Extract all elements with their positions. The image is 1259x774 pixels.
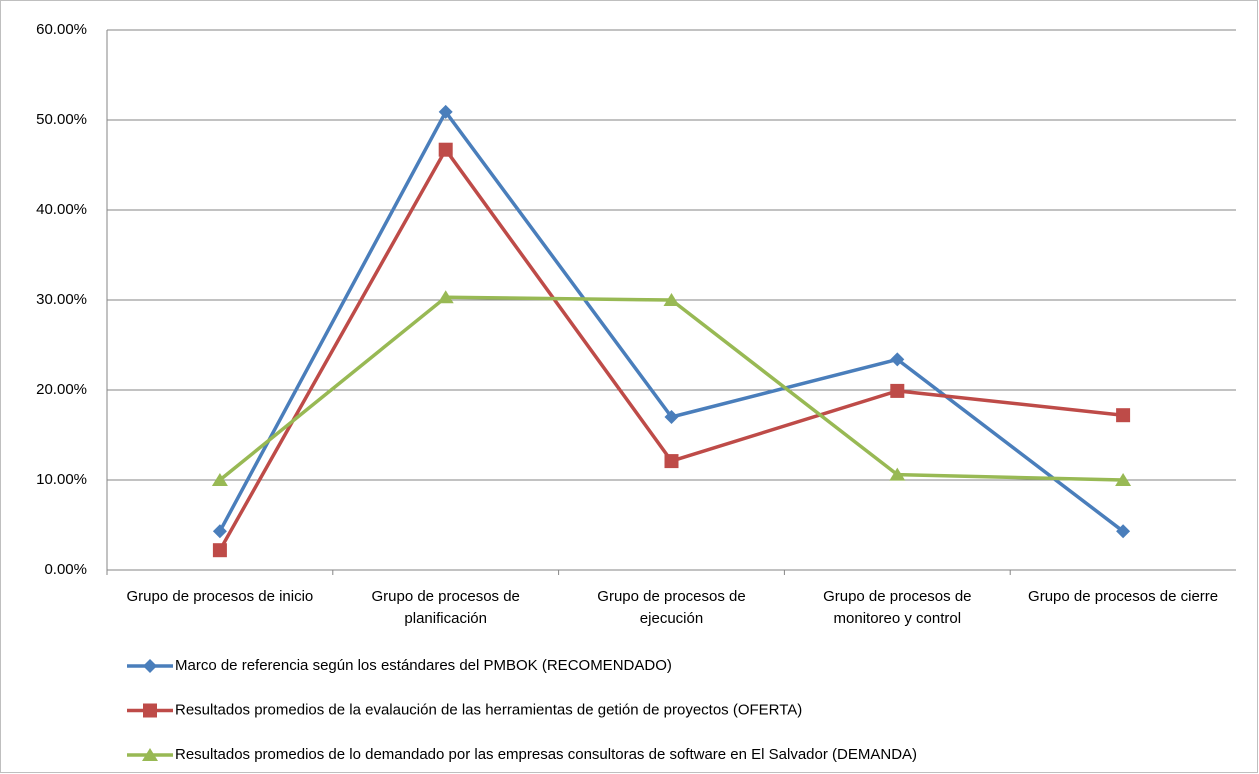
- data-point: [1116, 408, 1131, 423]
- y-tick-label: 0.00%: [44, 561, 87, 578]
- y-tick-label: 20.00%: [36, 381, 87, 398]
- legend-label: Marco de referencia según los estándares…: [175, 657, 672, 674]
- data-point: [664, 454, 679, 469]
- x-tick-label: Grupo de procesos de cierre: [1028, 588, 1219, 605]
- data-point: [663, 293, 680, 306]
- y-tick-label: 50.00%: [36, 111, 87, 128]
- y-tick-label: 30.00%: [36, 291, 87, 308]
- legend-marker: [143, 703, 157, 718]
- data-point: [212, 524, 227, 539]
- data-point: [889, 467, 906, 481]
- data-point: [212, 543, 227, 558]
- legend-marker: [143, 659, 157, 673]
- x-tick-label: Grupo de procesos de monitoreo y control: [823, 588, 972, 627]
- y-tick-label: 60.00%: [36, 21, 87, 38]
- legend-label: Resultados promedios de la evalaución de…: [175, 701, 802, 718]
- legend-marker: [142, 748, 158, 761]
- y-tick-label: 40.00%: [36, 201, 87, 218]
- x-tick-label: Grupo de procesos de planificación: [371, 588, 520, 627]
- x-tick-label: Grupo de procesos de inicio: [126, 588, 314, 605]
- x-tick-label: Grupo de procesos de ejecución: [597, 588, 746, 627]
- data-point: [664, 410, 679, 424]
- data-point: [438, 104, 453, 119]
- data-point: [438, 142, 453, 157]
- data-point: [1115, 473, 1132, 486]
- data-point: [211, 473, 228, 486]
- data-point: [890, 383, 905, 398]
- y-tick-label: 10.00%: [36, 471, 87, 488]
- legend-label: Resultados promedios de lo demandado por…: [175, 746, 917, 763]
- data-point: [437, 290, 454, 304]
- data-point: [1116, 524, 1131, 539]
- data-point: [890, 352, 905, 367]
